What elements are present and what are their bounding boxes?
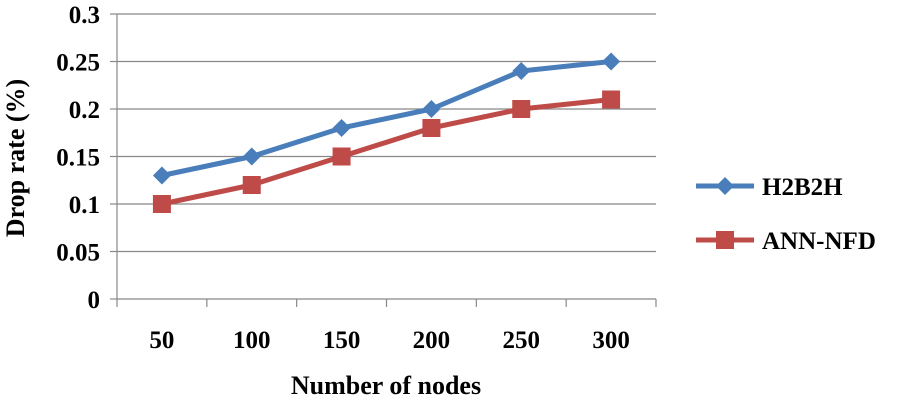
- y-tick-label: 0: [88, 287, 101, 314]
- y-tick-label: 0.15: [56, 145, 100, 172]
- series-layer: [152, 52, 621, 213]
- data-point: [152, 166, 171, 185]
- y-axis-title: Drop rate (%): [1, 79, 30, 237]
- legend-item: H2B2H: [696, 174, 843, 201]
- y-tick-label: 0.3: [69, 2, 100, 29]
- legend: H2B2H ANN-NFD: [696, 174, 876, 255]
- grid-lines: [117, 13, 656, 253]
- y-tick-label: 0.1: [69, 192, 100, 219]
- legend-marker: [716, 231, 734, 249]
- y-tick-label: 0.25: [56, 50, 100, 77]
- y-tick-label: 0.05: [56, 240, 100, 267]
- x-tick-label: 50: [149, 327, 174, 354]
- data-point: [332, 147, 351, 166]
- axes: [110, 13, 657, 307]
- data-point: [152, 195, 171, 213]
- series-1: [152, 90, 621, 213]
- series-0: [152, 52, 621, 185]
- x-axis-title: Number of nodes: [291, 371, 481, 400]
- y-tick-label: 0.2: [69, 97, 100, 124]
- data-point: [512, 62, 531, 80]
- x-tick-label: 100: [233, 327, 271, 354]
- legend-marker: [716, 177, 734, 195]
- data-point: [242, 147, 261, 166]
- data-point: [332, 119, 351, 137]
- data-point: [422, 119, 441, 137]
- x-tick-label: 200: [413, 327, 451, 354]
- data-point: [422, 100, 441, 118]
- x-tick-labels: 50 100 150 200 250 300: [149, 327, 629, 354]
- legend-item: ANN-NFD: [696, 228, 876, 255]
- x-tick-label: 250: [503, 327, 541, 354]
- y-tick-labels: 0 0.05 0.1 0.15 0.2 0.25 0.3: [56, 2, 100, 314]
- series-line: [161, 59, 612, 178]
- x-tick-label: 300: [592, 327, 630, 354]
- series-line: [161, 97, 612, 207]
- data-point: [602, 90, 621, 109]
- legend-label: ANN-NFD: [762, 228, 876, 255]
- legend-label: H2B2H: [762, 174, 843, 201]
- data-point: [512, 100, 531, 118]
- x-tick-label: 150: [323, 327, 361, 354]
- data-point: [242, 176, 261, 194]
- data-point: [602, 52, 621, 71]
